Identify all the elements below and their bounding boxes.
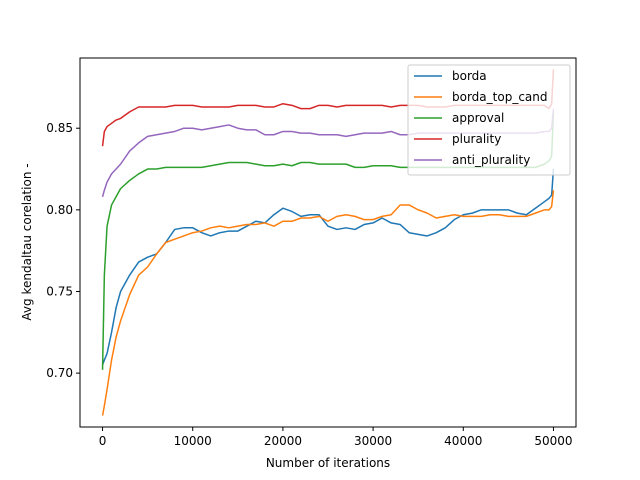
y-tick-label: 0.70 (46, 366, 73, 380)
x-tick-label: 50000 (534, 434, 572, 448)
series-line-borda-top-cand (101, 190, 555, 416)
legend-entries: borda borda_top_cand approval plurality anti… (414, 69, 548, 167)
x-axis-label: Number of iterations (266, 456, 390, 470)
y-tick-label: 0.85 (46, 121, 73, 135)
x-tick-label: 30000 (354, 434, 392, 448)
x-tick-label: 0 (99, 434, 107, 448)
y-ticks: 0.70 0.75 0.80 0.85 (46, 121, 80, 380)
legend: borda borda_top_cand approval plurality anti… (407, 64, 571, 176)
legend-label-approval: approval (452, 111, 504, 125)
y-tick-label: 0.80 (46, 203, 73, 217)
legend-label-borda: borda (452, 69, 487, 83)
legend-label-borda-top-cand: borda_top_cand (452, 90, 548, 104)
x-tick-label: 10000 (174, 434, 212, 448)
y-axis-label: Avg kendaltau corelation - (20, 163, 34, 320)
x-ticks: 0 10000 20000 30000 40000 50000 (99, 427, 573, 448)
legend-label-plurality: plurality (452, 132, 501, 146)
legend-label-anti-plurality: anti_plurality (452, 153, 530, 167)
legend-box (407, 64, 571, 176)
x-tick-label: 40000 (444, 434, 482, 448)
x-tick-label: 20000 (264, 434, 302, 448)
plot-frame (79, 57, 577, 428)
y-tick-label: 0.75 (46, 284, 73, 298)
